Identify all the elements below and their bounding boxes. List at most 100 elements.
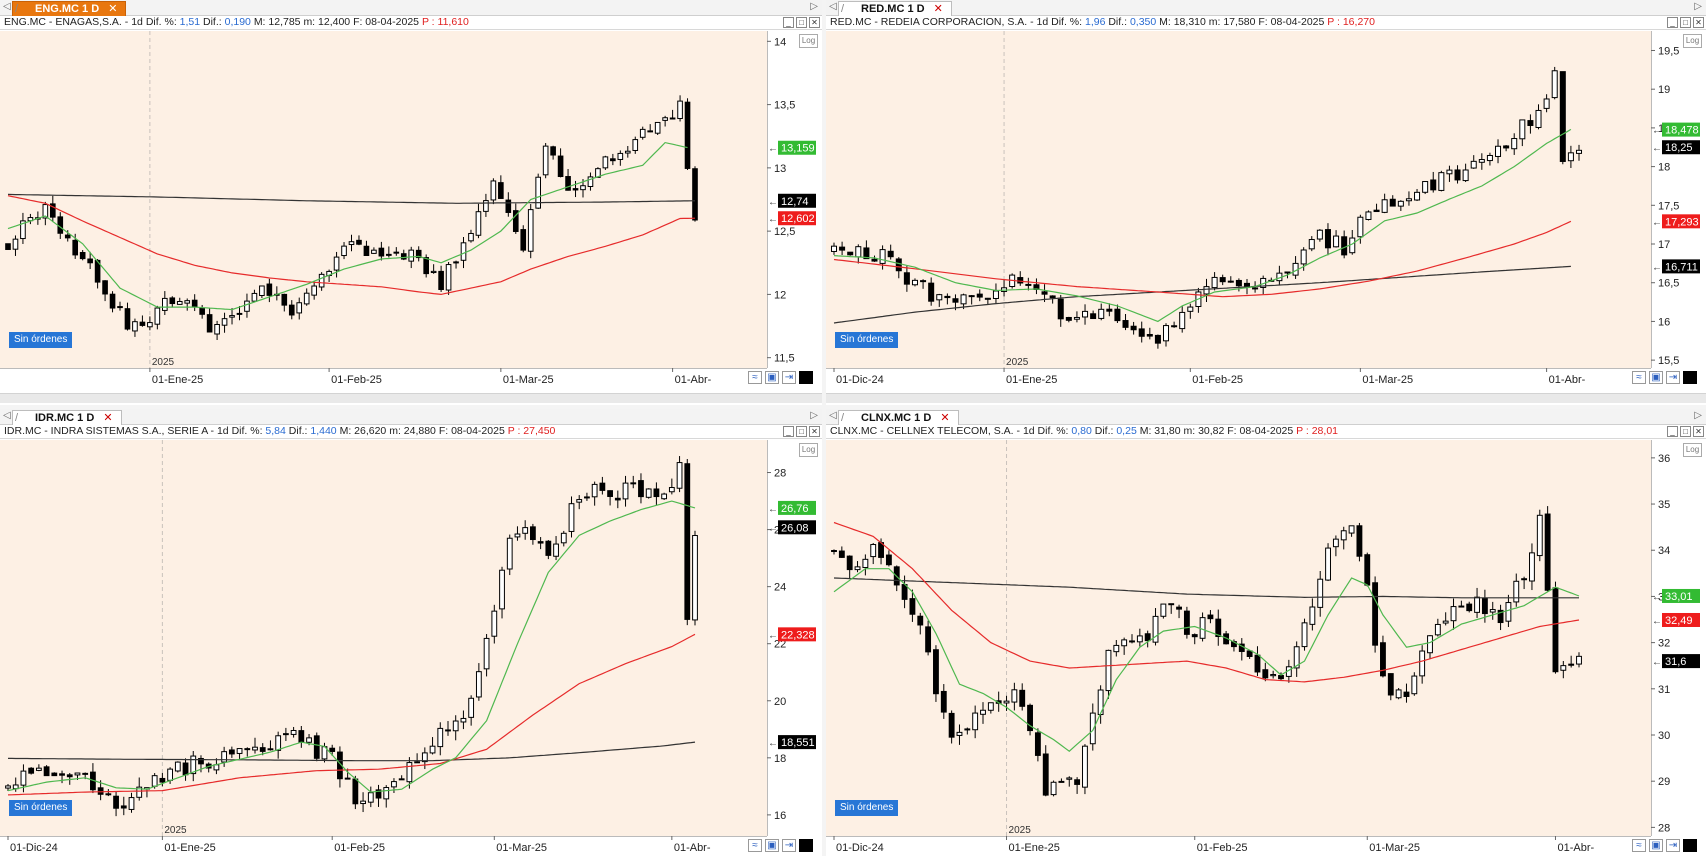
- auto-scale-icon[interactable]: ≈: [1632, 371, 1646, 384]
- tab-scroll-right-icon[interactable]: ▷: [810, 410, 818, 421]
- orders-badge[interactable]: Sin órdenes: [9, 800, 73, 816]
- orders-badge[interactable]: Sin órdenes: [835, 800, 899, 816]
- tab-close-icon[interactable]: ✕: [108, 3, 118, 15]
- minimize-icon[interactable]: _: [1667, 17, 1678, 28]
- candle: [560, 532, 567, 544]
- price-tag: [778, 500, 816, 515]
- time-axis[interactable]: [0, 836, 767, 856]
- tab-scroll-left-icon[interactable]: ◁: [3, 410, 11, 421]
- close-icon[interactable]: ✕: [1693, 17, 1704, 28]
- candle: [647, 130, 654, 133]
- minimize-icon[interactable]: _: [1667, 426, 1678, 437]
- log-scale-button[interactable]: Log: [1683, 34, 1702, 48]
- ma-long-line: [8, 741, 696, 762]
- y-tick-label: 28: [774, 468, 786, 480]
- candle: [964, 728, 971, 731]
- color-picker-icon[interactable]: ■: [799, 839, 813, 852]
- price-pointer-icon: ←: [1652, 217, 1662, 228]
- close-icon[interactable]: ✕: [809, 426, 820, 437]
- price-tag: [1662, 654, 1700, 669]
- restore-icon[interactable]: ⇥: [782, 839, 796, 852]
- plot-area[interactable]: [826, 440, 1651, 836]
- tab-red[interactable]: / RED.MC 1 D ✕: [838, 1, 952, 16]
- plot-area[interactable]: [826, 31, 1651, 368]
- tab-idr[interactable]: / IDR.MC 1 D ✕: [12, 410, 122, 425]
- candle: [139, 321, 146, 326]
- tab-close-icon[interactable]: ✕: [933, 3, 943, 15]
- date-value: F: 08-04-2025: [1258, 16, 1325, 28]
- candle: [1466, 603, 1473, 612]
- tab-scroll-right-icon[interactable]: ▷: [810, 1, 818, 12]
- orders-badge[interactable]: Sin órdenes: [9, 332, 73, 348]
- restore-icon[interactable]: ⇥: [782, 371, 796, 384]
- candle: [512, 210, 519, 232]
- y-tick-label: 17: [1658, 239, 1670, 251]
- candle: [1301, 622, 1308, 648]
- maximize-icon[interactable]: □: [1680, 426, 1691, 437]
- candle: [475, 211, 482, 236]
- plot-area[interactable]: [0, 440, 767, 836]
- candle: [630, 482, 637, 485]
- log-scale-button[interactable]: Log: [1683, 443, 1702, 457]
- tab-eng[interactable]: / ENG.MC 1 D ✕: [12, 1, 127, 16]
- save-icon[interactable]: ▣: [765, 839, 779, 852]
- color-picker-icon[interactable]: ■: [1683, 371, 1697, 384]
- tab-scroll-left-icon[interactable]: ◁: [829, 1, 837, 12]
- y-tick-label: 32: [1658, 638, 1670, 650]
- candle: [259, 285, 265, 297]
- candle: [356, 239, 362, 245]
- log-scale-button[interactable]: Log: [799, 34, 818, 48]
- auto-scale-icon[interactable]: ≈: [1632, 839, 1646, 852]
- auto-scale-icon[interactable]: ≈: [748, 839, 762, 852]
- maximize-icon[interactable]: □: [796, 17, 807, 28]
- color-picker-icon[interactable]: ■: [1683, 839, 1697, 852]
- price-axis[interactable]: [1651, 31, 1706, 368]
- restore-icon[interactable]: ⇥: [1666, 839, 1680, 852]
- close-icon[interactable]: ✕: [809, 17, 820, 28]
- log-scale-button[interactable]: Log: [799, 443, 818, 457]
- save-icon[interactable]: ▣: [1649, 839, 1663, 852]
- price-value: P : 11,610: [421, 16, 469, 28]
- candle: [190, 755, 197, 775]
- tab-close-icon[interactable]: ✕: [103, 412, 113, 424]
- tab-scroll-right-icon[interactable]: ▷: [1694, 410, 1702, 421]
- ma-medium-line: [833, 521, 1580, 683]
- tab-close-icon[interactable]: ✕: [940, 412, 950, 424]
- maximize-icon[interactable]: □: [1680, 17, 1691, 28]
- price-axis[interactable]: [1651, 440, 1706, 836]
- tab-label: RED.MC 1 D: [861, 3, 925, 15]
- color-picker-icon[interactable]: ■: [799, 371, 813, 384]
- ma-short-line: [833, 128, 1572, 323]
- tab-scroll-left-icon[interactable]: ◁: [3, 1, 11, 12]
- candle: [147, 322, 153, 328]
- time-axis[interactable]: [826, 368, 1651, 393]
- orders-badge[interactable]: Sin órdenes: [835, 332, 899, 348]
- price-tag-label: 12,602: [781, 213, 815, 225]
- price-pointer-icon: ←: [768, 504, 778, 515]
- maximize-icon[interactable]: □: [796, 426, 807, 437]
- minimize-icon[interactable]: _: [783, 426, 794, 437]
- time-axis[interactable]: [0, 368, 767, 393]
- tab-scroll-right-icon[interactable]: ▷: [1694, 1, 1702, 12]
- horizontal-scrollbar[interactable]: [826, 393, 1706, 403]
- candle: [174, 761, 181, 772]
- tab-clnx[interactable]: / CLNX.MC 1 D ✕: [838, 410, 959, 425]
- candle: [1341, 236, 1348, 256]
- candle: [1130, 325, 1137, 331]
- candle: [1003, 700, 1010, 704]
- save-icon[interactable]: ▣: [765, 371, 779, 384]
- close-icon[interactable]: ✕: [1693, 426, 1704, 437]
- min-value: m: 12,400: [303, 16, 351, 28]
- price-pointer-icon: ←: [1652, 592, 1662, 603]
- horizontal-scrollbar[interactable]: [0, 393, 822, 403]
- auto-scale-icon[interactable]: ≈: [748, 371, 762, 384]
- ma-short-line: [7, 500, 696, 793]
- tab-scroll-left-icon[interactable]: ◁: [829, 410, 837, 421]
- y-tick-label: 14: [774, 36, 786, 48]
- minimize-icon[interactable]: _: [783, 17, 794, 28]
- time-axis[interactable]: [826, 836, 1651, 856]
- candle: [132, 321, 138, 332]
- restore-icon[interactable]: ⇥: [1666, 371, 1680, 384]
- save-icon[interactable]: ▣: [1649, 371, 1663, 384]
